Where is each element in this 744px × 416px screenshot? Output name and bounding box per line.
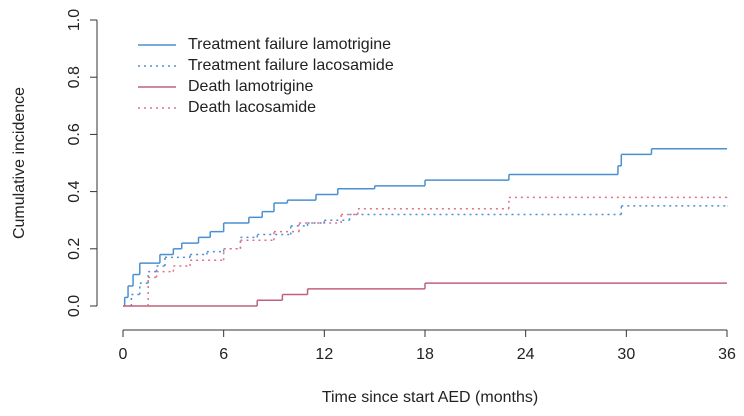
y-tick-label: 1.0 — [66, 9, 83, 31]
y-tick-label: 0.4 — [66, 180, 83, 202]
x-tick-label: 6 — [219, 346, 228, 363]
y-tick-label: 0.6 — [66, 123, 83, 145]
legend-label: Treatment failure lamotrigine — [188, 36, 391, 53]
x-axis-label: Time since start AED (months) — [322, 389, 538, 406]
x-tick-label: 18 — [416, 346, 434, 363]
y-tick-label: 0.8 — [66, 66, 83, 88]
y-tick-label: 0.2 — [66, 238, 83, 260]
x-tick-label: 0 — [119, 346, 128, 363]
y-axis-label: Cumulative incidence — [11, 87, 28, 239]
x-tick-label: 30 — [617, 346, 635, 363]
legend-label: Death lacosamide — [188, 99, 316, 116]
x-tick-label: 24 — [517, 346, 535, 363]
legend-label: Treatment failure lacosamide — [188, 57, 394, 74]
x-tick-label: 12 — [315, 346, 333, 363]
y-tick-label: 0.0 — [66, 295, 83, 317]
x-tick-label: 36 — [718, 346, 736, 363]
legend-label: Death lamotrigine — [188, 78, 314, 95]
